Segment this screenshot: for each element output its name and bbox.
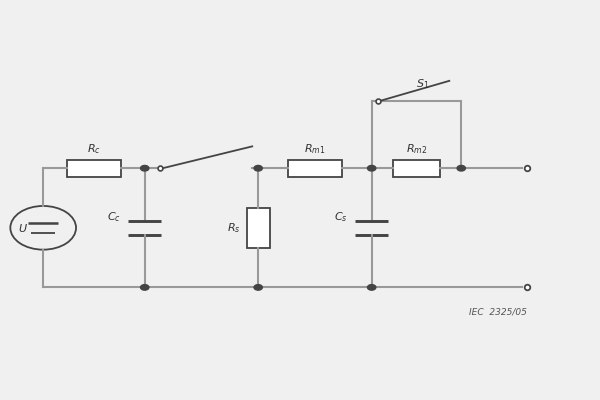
- Text: $R_{m1}$: $R_{m1}$: [304, 142, 326, 156]
- Circle shape: [254, 285, 262, 290]
- Circle shape: [457, 166, 466, 171]
- Bar: [67, 160, 121, 176]
- Circle shape: [140, 166, 149, 171]
- Text: $R_s$: $R_s$: [227, 221, 240, 235]
- Text: $R_c$: $R_c$: [87, 142, 101, 156]
- Text: $S_1$: $S_1$: [416, 77, 429, 91]
- Circle shape: [254, 166, 262, 171]
- Circle shape: [140, 285, 149, 290]
- Text: IEC  2325/05: IEC 2325/05: [469, 307, 527, 316]
- Text: $C_s$: $C_s$: [334, 210, 348, 224]
- Bar: [392, 160, 440, 176]
- Circle shape: [367, 166, 376, 171]
- Circle shape: [367, 285, 376, 290]
- Text: $U$: $U$: [19, 222, 28, 234]
- Bar: [247, 208, 269, 248]
- Bar: [288, 160, 342, 176]
- Text: $R_{m2}$: $R_{m2}$: [406, 142, 427, 156]
- Text: $C_c$: $C_c$: [107, 210, 121, 224]
